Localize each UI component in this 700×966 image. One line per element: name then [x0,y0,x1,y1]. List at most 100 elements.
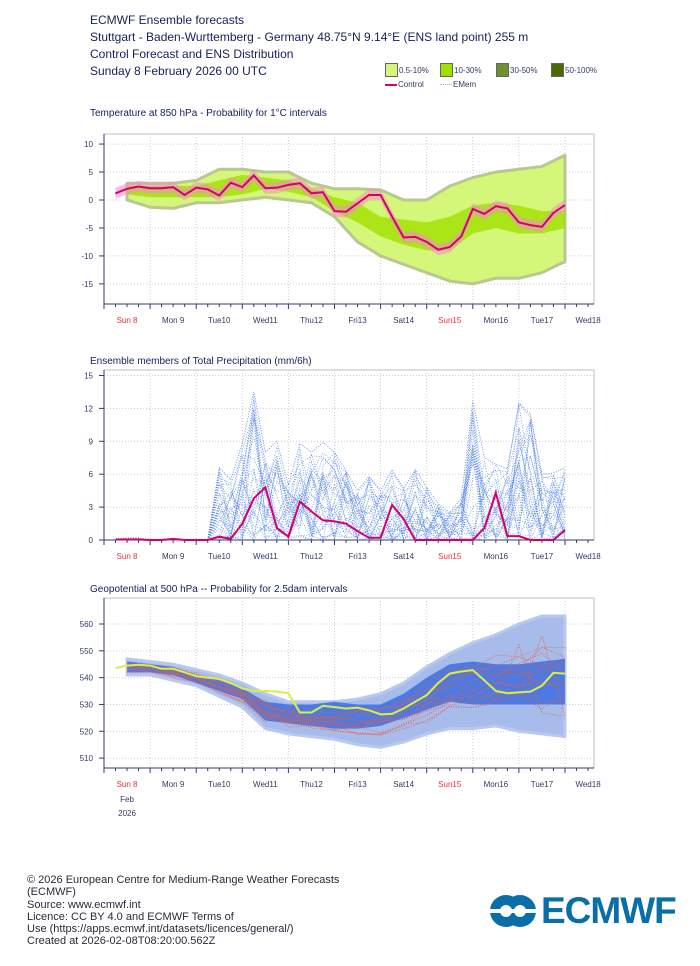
x-day-label: Mon 9 [162,552,185,561]
ensemble-member-line [127,652,566,721]
ensemble-member-line [127,661,566,722]
control-line [115,173,566,251]
member-cluster [115,169,566,256]
legend-item: 50-100% [551,63,597,77]
y-tick-label: 5 [89,168,94,177]
legend-label: 10-30% [454,65,482,75]
x-day-label: Wed11 [253,552,278,561]
ensemble-member-line [126,646,566,715]
source: Source: www.ecmwf.int [27,898,141,911]
x-year-label: 2026 [118,809,136,818]
legend-emem: EMem [440,80,476,89]
legend-swatch [385,63,398,77]
y-tick-label: 12 [84,404,93,413]
y-tick-label: 550 [80,647,94,656]
y-tick-label: -10 [81,252,93,261]
legend-swatch [440,63,453,77]
y-tick-label: 510 [80,754,94,763]
x-day-label: Fri13 [348,780,367,789]
precipitation-chart: 15 12 9 6 3 0 Sun 8 Mon 9 Tue10 Wed11 Thu12 Fri13 Sa… [84,369,601,561]
y-tick-label: 530 [80,700,94,709]
temperature-chart: 10 5 0 -5 -10 -15 Sun 8 Mon 9 Tue10 Wed11 Thu12 Fri… [81,133,601,325]
header-location: Stuttgart - Baden-Wurttemberg - Germany … [90,30,529,44]
x-day-label: Tue10 [208,552,231,561]
x-day-label: Tue17 [531,316,554,325]
x-day-label: Sun15 [438,780,462,789]
x-day-label: Sat14 [393,316,414,325]
x-day-label: Sun 8 [117,780,138,789]
created-at: Created at 2026-02-08T08:20:00.562Z [27,935,216,948]
ensemble-member-line [127,668,566,728]
probability-band-inner [127,658,566,729]
legend-swatch [496,63,509,77]
legend-label: Control [398,80,424,89]
x-day-label: Thu12 [300,552,323,561]
copyright: © 2026 European Centre for Medium-Range … [27,874,340,886]
header-date: Sunday 8 February 2026 00 UTC [90,64,267,78]
legend-label: EMem [453,80,477,89]
chart-title-geopotential: Geopotential at 500 hPa -- Probability f… [90,584,348,595]
x-month-label: Feb [120,795,134,804]
x-day-label: Wed11 [253,780,278,789]
header-title: ECMWF Ensemble forecasts [90,13,245,27]
x-day-label: Sat14 [393,780,414,789]
x-day-label: Wed18 [575,780,601,789]
ensemble-member-line [127,656,566,719]
ecmwf-logo-icon [489,895,537,927]
y-tick-label: 15 [84,371,93,380]
x-day-label: Thu12 [300,316,323,325]
x-day-label: Sun 8 [117,552,138,561]
x-day-label: Sun15 [438,316,462,325]
x-day-label: Mon16 [484,780,509,789]
legend-item: 30-50% [496,63,538,77]
y-tick-label: 540 [80,674,94,683]
legend-label: 0.5-10% [399,65,429,75]
x-day-label: Mon 9 [162,780,185,789]
legend-swatch [551,63,564,77]
y-tick-label: -15 [81,280,93,289]
ensemble-member-line [127,665,566,725]
x-day-label: Tue17 [531,552,554,561]
legend-item: 0.5-10% [385,63,429,77]
x-day-label: Mon 9 [162,316,185,325]
x-day-label: Fri13 [348,552,367,561]
licence-url: Use (https://apps.ecmwf.int/datasets/lic… [27,923,294,936]
probability-band-outer [125,614,567,749]
y-tick-label: 10 [84,140,93,149]
y-tick-label: 0 [89,196,94,205]
header-subtitle: Control Forecast and ENS Distribution [90,47,294,61]
x-day-label: Tue17 [531,780,554,789]
x-day-label: Wed18 [575,316,601,325]
control-line [115,485,566,541]
ecmwf-logo: ECMWF [489,890,677,932]
x-day-label: Sun15 [438,552,462,561]
legend-control: Control [385,80,424,89]
footer: © 2026 European Centre for Medium-Range … [27,874,339,948]
legend-label: 30-50% [510,65,538,75]
header: ECMWF Ensemble forecasts Stuttgart - Bad… [90,12,528,80]
x-day-label: Mon16 [484,316,509,325]
x-day-label: Sun 8 [117,316,138,325]
control-line [115,663,566,716]
licence: Licence: CC BY 4.0 and ECMWF Terms of [27,910,234,923]
x-day-label: Fri13 [348,316,367,325]
y-tick-label: 9 [89,437,94,446]
y-tick-label: 520 [80,727,94,736]
x-day-label: Tue10 [208,780,231,789]
chart-title-temperature: Temperature at 850 hPa - Probability for… [90,108,327,119]
copyright-org: (ECMWF) [27,886,76,899]
y-tick-label: -5 [86,224,94,233]
legend-label: 50-100% [565,65,598,75]
y-tick-label: 3 [89,503,94,512]
logo-text: ECMWF [541,890,677,931]
chart-title-precipitation: Ensemble members of Total Precipitation … [90,356,312,367]
x-day-label: Mon16 [484,552,509,561]
ensemble-member-line [115,404,566,541]
x-day-label: Wed18 [575,552,601,561]
x-day-label: Thu12 [300,780,323,789]
control-line-icon [385,83,397,86]
member-line-icon [440,84,452,85]
y-tick-label: 560 [80,620,94,629]
y-tick-label: 0 [89,536,94,545]
y-tick-label: 6 [89,470,94,479]
